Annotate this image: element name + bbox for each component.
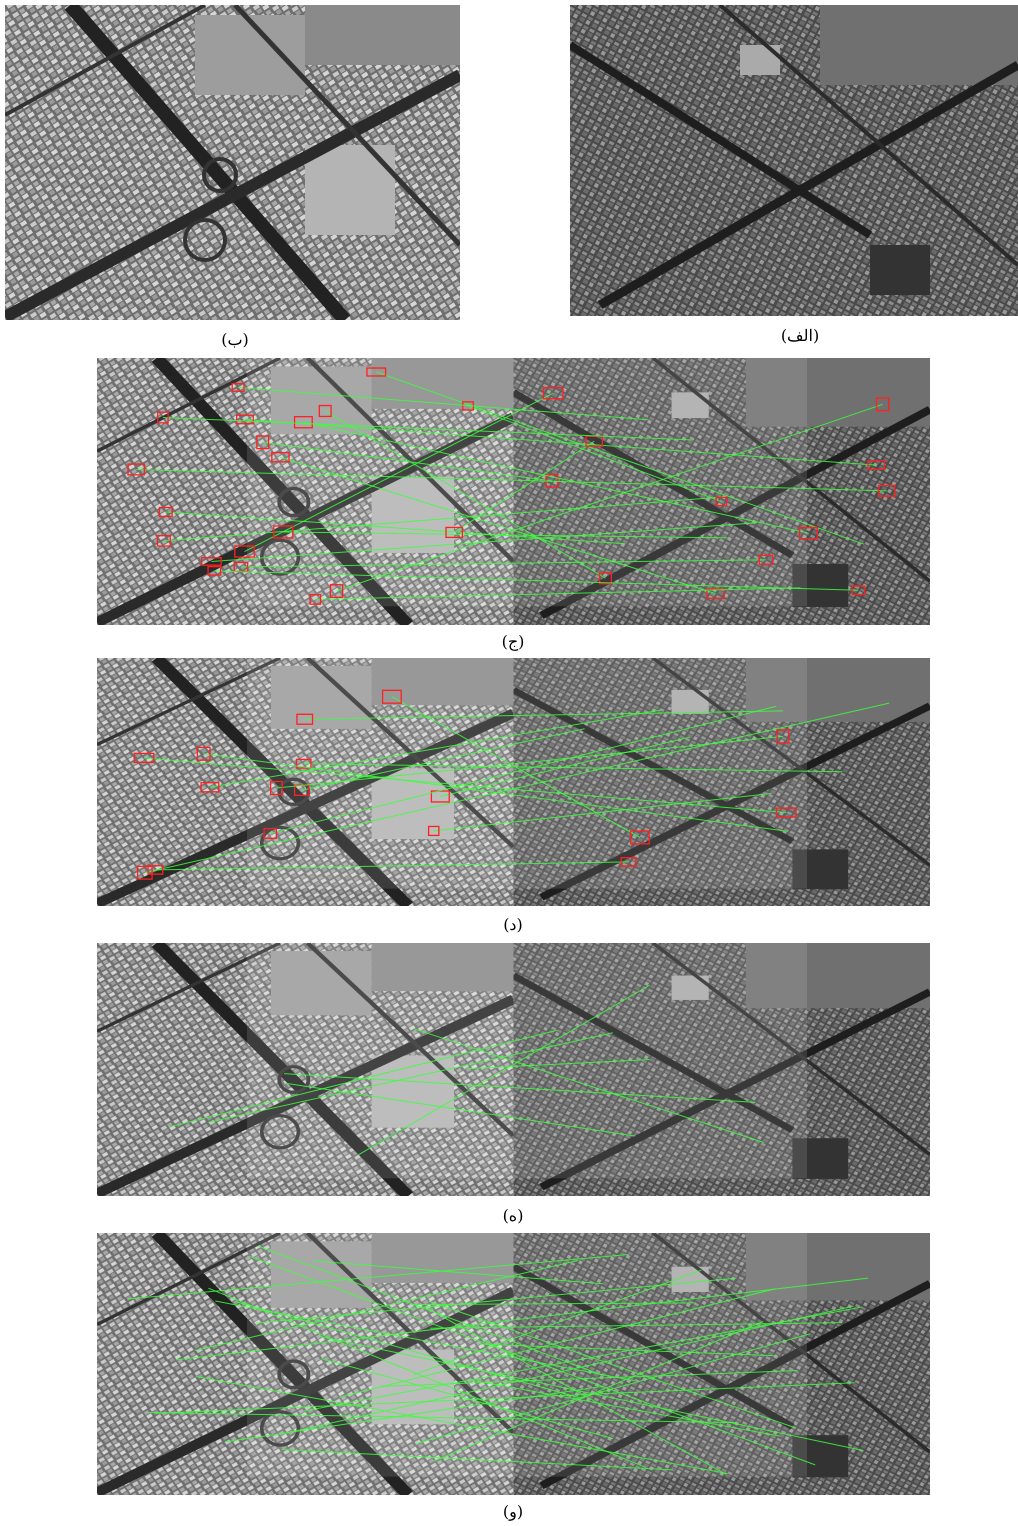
overlap-region [247, 943, 807, 1178]
caption: (الف) [740, 326, 860, 345]
figure-page: {"figure": {"panels": [{"caption": "(ب)"… [0, 0, 1018, 1526]
image-b [5, 5, 460, 320]
image-alef [570, 5, 1018, 316]
caption: (ه) [453, 1206, 573, 1225]
caption: (و) [453, 1502, 573, 1521]
match-image [97, 1233, 930, 1495]
caption: (ب) [175, 330, 295, 349]
overlap-region [247, 1233, 807, 1477]
match-image [97, 658, 930, 906]
caption: (د) [453, 915, 573, 934]
match-image [97, 943, 930, 1196]
match-image [97, 358, 930, 625]
caption: (ج) [453, 632, 573, 651]
